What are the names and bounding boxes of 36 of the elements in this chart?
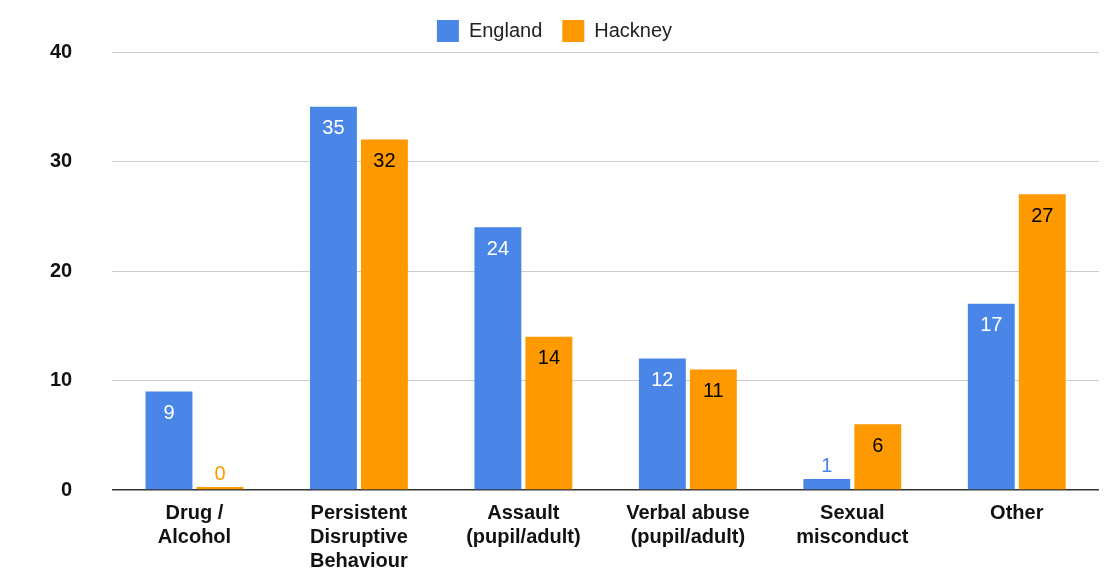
y-tick-label: 30 (50, 149, 73, 172)
legend-label: Hackney (594, 18, 673, 41)
data-label: 9 (163, 400, 175, 423)
x-tick-label: Drug / Alcohol (157, 500, 232, 547)
x-tick-label: Persistent Disruptive Behaviour (310, 500, 409, 571)
data-label: 6 (872, 433, 884, 456)
legend-label: England (468, 18, 543, 41)
bar (309, 106, 357, 490)
bar (474, 227, 522, 490)
bar (854, 424, 902, 490)
bar (638, 358, 686, 490)
bar (967, 303, 1015, 490)
y-tick-label: 10 (50, 368, 73, 391)
x-tick-label: Other (990, 500, 1044, 523)
data-label: 1 (821, 453, 833, 476)
data-label: 24 (486, 236, 510, 259)
data-label: 12 (651, 368, 674, 391)
data-label: 35 (322, 116, 345, 139)
bar (803, 479, 851, 490)
data-label: 14 (537, 346, 561, 369)
bar (360, 139, 408, 490)
data-label: 17 (980, 313, 1003, 336)
data-label: 27 (1031, 203, 1054, 226)
data-label: 32 (373, 149, 396, 172)
y-tick-label: 40 (50, 39, 73, 62)
data-label: 0 (214, 461, 226, 484)
x-tick-label: Sexual misconduct (796, 500, 909, 547)
bar (1018, 194, 1066, 490)
bar (145, 391, 193, 490)
bar (525, 336, 573, 490)
y-tick-label: 0 (61, 477, 73, 500)
x-tick-label: Verbal abuse (pupil/adult) (626, 500, 750, 547)
x-tick-label: Assault (pupil/adult) (466, 500, 581, 547)
data-label: 11 (702, 379, 724, 402)
y-tick-label: 20 (50, 258, 73, 281)
bar (689, 369, 737, 490)
